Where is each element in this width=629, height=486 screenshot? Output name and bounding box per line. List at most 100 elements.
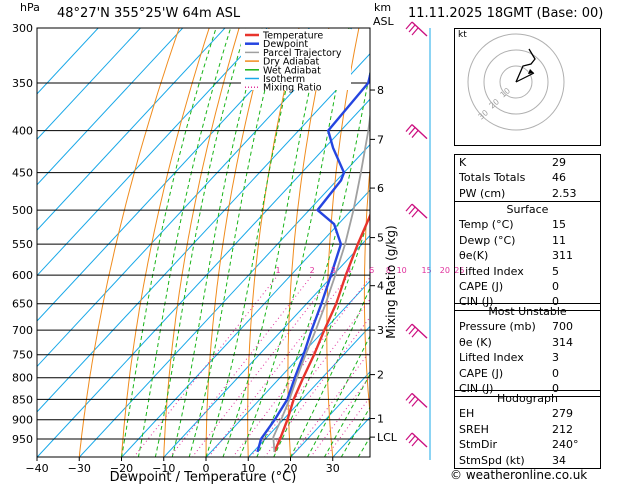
param-name: Lifted Index — [459, 351, 524, 365]
wind-barb-staff — [411, 392, 428, 408]
km-tick-label: 7 — [377, 133, 384, 146]
temperature-line — [273, 212, 370, 453]
param-value: 5 — [552, 264, 559, 278]
wind-barb-flag — [405, 392, 413, 401]
isotherm-line — [37, 28, 226, 231]
pressure-tick-label: 550 — [12, 238, 33, 251]
param-value: 0 — [552, 295, 559, 309]
table-row: θe(K) 311 — [455, 248, 600, 263]
wet-adiabat-line — [290, 286, 370, 457]
legend-label: Dewpoint — [263, 39, 308, 50]
mixing-ratio-line — [191, 274, 334, 457]
table-row: Lifted Index 5 — [455, 264, 600, 279]
hodograph-trace — [515, 48, 536, 83]
pressure-tick-label: 700 — [12, 324, 33, 337]
hodograph-table: Hodograph EH 279 SREH 212 StmDir 240° StmSp… — [454, 390, 601, 469]
storm-motion-arrowhead — [528, 69, 534, 74]
mixing-ratio-axis-title: Mixing Ratio (g/kg) — [384, 225, 398, 338]
wet-adiabat-line — [323, 373, 370, 457]
hodograph-panel: 10 20 30 kt — [454, 28, 601, 146]
table-row: StmDir 240° — [455, 437, 600, 452]
copyright-footer: © weatheronline.co.uk — [450, 468, 588, 482]
wet-adiabat-line — [273, 212, 370, 457]
param-value: 212 — [552, 422, 573, 436]
table-row: Lifted Index 3 — [455, 350, 600, 365]
index-name: K — [459, 156, 467, 169]
wind-barb-flag — [411, 398, 419, 407]
hodograph-title: Hodograph — [497, 392, 558, 405]
wind-barb-flag — [411, 27, 419, 36]
mixing-ratio-label: 3 — [331, 266, 336, 275]
pressure-tick-label: 850 — [12, 393, 33, 406]
table-row: SREH 212 — [455, 422, 600, 437]
mixing-ratio-label: 8 — [386, 266, 391, 275]
hodograph-ring-label: 30 — [477, 108, 491, 121]
wind-barb-flag — [408, 127, 416, 135]
km-tick-label: 1 — [377, 413, 384, 426]
param-value: 700 — [552, 320, 573, 334]
mixing-ratio-label: 20 — [440, 266, 450, 275]
param-name: CAPE (J) — [459, 366, 504, 380]
param-name: StmDir — [459, 438, 498, 452]
wind-barb-flag — [405, 124, 413, 132]
dry-adiabat-line — [363, 163, 370, 418]
table-row: CAPE (J) 0 — [455, 366, 600, 381]
isotherm-line — [37, 28, 184, 186]
dry-adiabat-line — [401, 3, 423, 460]
x-tick-label: −20 — [110, 462, 133, 475]
index-name: Totals Totals — [459, 171, 526, 185]
indices-table: K 29 Totals Totals 46 PW (cm) 2.53 — [454, 154, 601, 203]
pressure-unit-label: hPa — [20, 1, 40, 14]
km-tick-label: 5 — [377, 232, 384, 245]
km-tick-label: LCL — [377, 431, 398, 444]
hodograph-ring — [499, 65, 533, 99]
plot-area — [37, 3, 423, 460]
legend-box — [241, 29, 351, 90]
isotherm-line — [78, 143, 370, 457]
isotherm-line — [290, 371, 370, 457]
x-tick-label: 30 — [326, 462, 340, 475]
table-row: Dewp (°C) 11 — [455, 233, 600, 248]
param-name: Temp (°C) — [459, 218, 514, 232]
most-unstable-title: Most Unstable — [488, 305, 567, 318]
mixing-ratio-label: 10 — [397, 266, 407, 275]
mixing-ratio-line — [250, 298, 370, 457]
isotherm-line — [247, 325, 370, 457]
wind-barb-flag — [405, 203, 413, 212]
param-name: SREH — [459, 422, 489, 436]
km-tick-label: 3 — [377, 324, 384, 337]
param-value: 3 — [552, 351, 559, 365]
param-name: CIN (J) — [459, 381, 494, 395]
wind-barb-staff — [411, 432, 428, 448]
mixing-ratio-label: 4 — [346, 266, 351, 275]
index-value: 2.53 — [552, 186, 577, 200]
x-tick-label: 20 — [284, 462, 298, 475]
legend-label: Dry Adiabat — [263, 57, 320, 68]
param-name: θe(K) — [459, 249, 489, 263]
dry-adiabat-line — [78, 28, 180, 457]
wind-barb-flag — [408, 395, 416, 404]
pressure-tick-label: 500 — [12, 204, 33, 217]
wet-adiabat-line — [340, 406, 370, 457]
km-tick-label: 4 — [377, 280, 384, 293]
pressure-tick-label: 450 — [12, 167, 33, 180]
param-value: 240° — [552, 438, 579, 452]
table-row: StmSpd (kt) 34 — [455, 453, 600, 468]
hodograph-ring-label: 10 — [499, 86, 513, 99]
param-value: 311 — [552, 249, 573, 263]
wind-barb-flag — [405, 21, 413, 30]
mixing-ratio-line — [133, 274, 279, 457]
wind-barb-flag — [411, 438, 419, 447]
wind-barb-staff — [411, 124, 428, 140]
index-value: 46 — [552, 171, 566, 185]
legend-label: Wet Adiabat — [263, 65, 321, 76]
surface-title: Surface — [506, 203, 549, 216]
x-tick-label: −10 — [152, 462, 175, 475]
param-name: Pressure (mb) — [459, 320, 536, 334]
param-name: CAPE (J) — [459, 279, 504, 293]
param-value: 0 — [552, 279, 559, 293]
table-row: Totals Totals 46 — [455, 170, 600, 185]
isotherm-line — [37, 53, 370, 413]
wind-barb-flag — [405, 323, 413, 332]
legend-label: Isotherm — [263, 74, 305, 85]
